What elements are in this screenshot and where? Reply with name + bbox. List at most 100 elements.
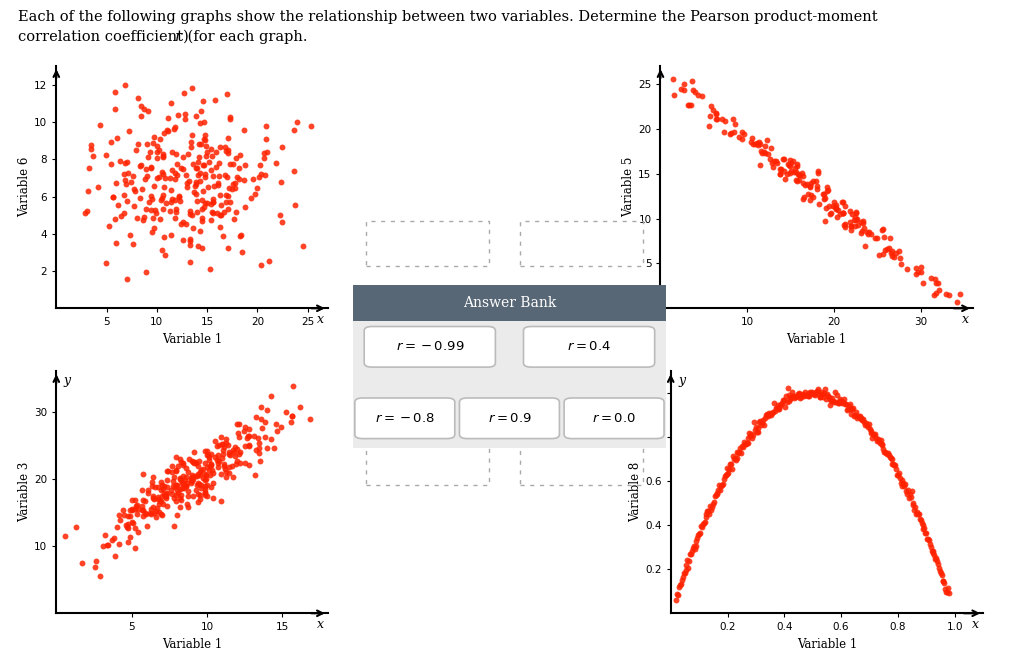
Point <box>194 194 210 205</box>
Point <box>150 153 166 164</box>
Point <box>202 263 218 274</box>
Point <box>814 188 830 199</box>
Point <box>906 505 923 516</box>
Point <box>932 566 948 576</box>
Point <box>922 538 938 549</box>
Point <box>199 491 215 502</box>
Point <box>725 451 741 461</box>
Point <box>696 516 713 527</box>
Point <box>714 114 730 125</box>
Point <box>126 200 142 211</box>
Point <box>792 389 808 399</box>
Point <box>207 436 223 447</box>
Point <box>138 520 155 531</box>
Point <box>189 480 206 491</box>
Point <box>271 210 288 220</box>
Point <box>220 204 237 215</box>
Point <box>100 221 117 232</box>
Point <box>735 128 752 139</box>
Point <box>221 467 238 478</box>
Point <box>190 157 207 168</box>
Point <box>749 426 765 437</box>
Point <box>916 522 933 533</box>
Point <box>214 439 230 450</box>
Y-axis label: Variable 5: Variable 5 <box>623 157 636 217</box>
Point <box>182 206 199 217</box>
Point <box>873 438 890 449</box>
Point <box>855 223 871 233</box>
Point <box>680 562 696 573</box>
Point <box>92 119 109 130</box>
Point <box>727 455 743 465</box>
Point <box>146 493 163 504</box>
Point <box>155 204 171 215</box>
Point <box>165 475 181 486</box>
Point <box>97 149 114 160</box>
Point <box>673 578 689 589</box>
Point <box>888 464 904 475</box>
Point <box>736 439 753 450</box>
Point <box>211 142 227 152</box>
Point <box>129 499 145 510</box>
Point <box>781 161 798 172</box>
Point <box>178 472 195 483</box>
Point <box>219 191 236 202</box>
Point <box>196 96 212 107</box>
Point <box>99 540 116 550</box>
Point <box>930 559 946 570</box>
Point <box>845 403 861 414</box>
Point <box>846 410 862 421</box>
Point <box>163 485 179 496</box>
Point <box>757 148 773 158</box>
Point <box>150 492 166 503</box>
Point <box>843 221 859 231</box>
Point <box>284 410 300 421</box>
Point <box>802 181 818 192</box>
Point <box>703 502 720 512</box>
Point <box>189 206 206 217</box>
Point <box>201 454 217 465</box>
Point <box>255 148 271 158</box>
Point <box>189 471 206 482</box>
Point <box>837 218 853 229</box>
Point <box>196 202 212 213</box>
Point <box>197 130 213 141</box>
Point <box>139 488 156 499</box>
Point <box>670 590 686 601</box>
Point <box>129 509 145 520</box>
FancyBboxPatch shape <box>523 326 654 367</box>
Point <box>164 467 180 477</box>
Point <box>835 208 851 218</box>
Point <box>817 384 834 394</box>
Point <box>125 239 141 249</box>
Point <box>690 90 707 101</box>
Point <box>175 478 191 489</box>
Point <box>868 233 885 243</box>
Point <box>785 167 802 178</box>
Point <box>198 141 214 151</box>
Point <box>797 180 813 190</box>
Point <box>718 470 734 481</box>
Point <box>197 469 213 479</box>
Point <box>949 296 966 307</box>
Point <box>190 139 207 149</box>
Point <box>791 170 807 180</box>
Point <box>272 422 289 433</box>
Point <box>752 137 768 147</box>
Point <box>842 206 858 216</box>
Point <box>172 483 188 494</box>
Point <box>833 393 849 404</box>
Point <box>125 184 141 194</box>
Point <box>218 438 234 448</box>
Point <box>795 389 811 399</box>
Point <box>85 151 101 161</box>
Point <box>879 448 895 459</box>
Text: x: x <box>317 618 325 631</box>
Point <box>951 289 968 300</box>
Point <box>94 541 111 552</box>
Point <box>705 105 721 115</box>
Point <box>847 410 863 421</box>
Point <box>220 243 237 253</box>
Point <box>184 470 201 481</box>
Point <box>175 164 191 174</box>
